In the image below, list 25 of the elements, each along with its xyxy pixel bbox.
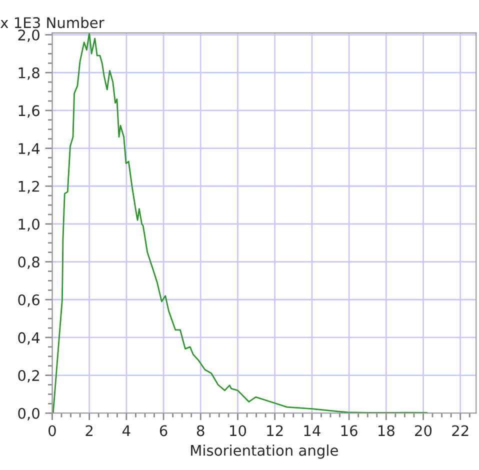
y-axis-title: x 1E3 Number [0,16,104,28]
x-tick-label: 10 [230,425,246,436]
y-tick-label: 2,0 [18,30,40,42]
y-tick-label: 1,4 [18,143,40,156]
y-tick-label: 1,8 [18,67,40,80]
x-tick-label: 0 [48,425,56,436]
y-tick-label: 1,0 [18,218,40,232]
y-tick-label: 0,8 [18,256,40,270]
x-tick-label: 22 [452,425,468,436]
x-tick-label: 20 [415,425,432,436]
y-tick-label: 0,6 [18,294,40,307]
x-tick-label: 14 [304,425,320,436]
x-tick-label: 4 [122,425,130,436]
y-tick-label: 1,6 [18,105,40,118]
x-tick-label: 12 [267,425,283,436]
x-tick-label: 16 [341,425,358,436]
y-tick-label: 0,2 [18,370,39,383]
y-tick-label: 1,2 [18,180,39,194]
x-tick-label: 8 [196,425,204,436]
x-tick-label: 18 [378,425,394,436]
y-tick-label: 0,4 [18,332,40,345]
x-tick-label: 2 [86,425,92,436]
x-axis-title: Misorientation angle [191,444,338,459]
x-tick-label: 6 [160,425,168,436]
y-tick-label: 0,0 [18,408,40,420]
